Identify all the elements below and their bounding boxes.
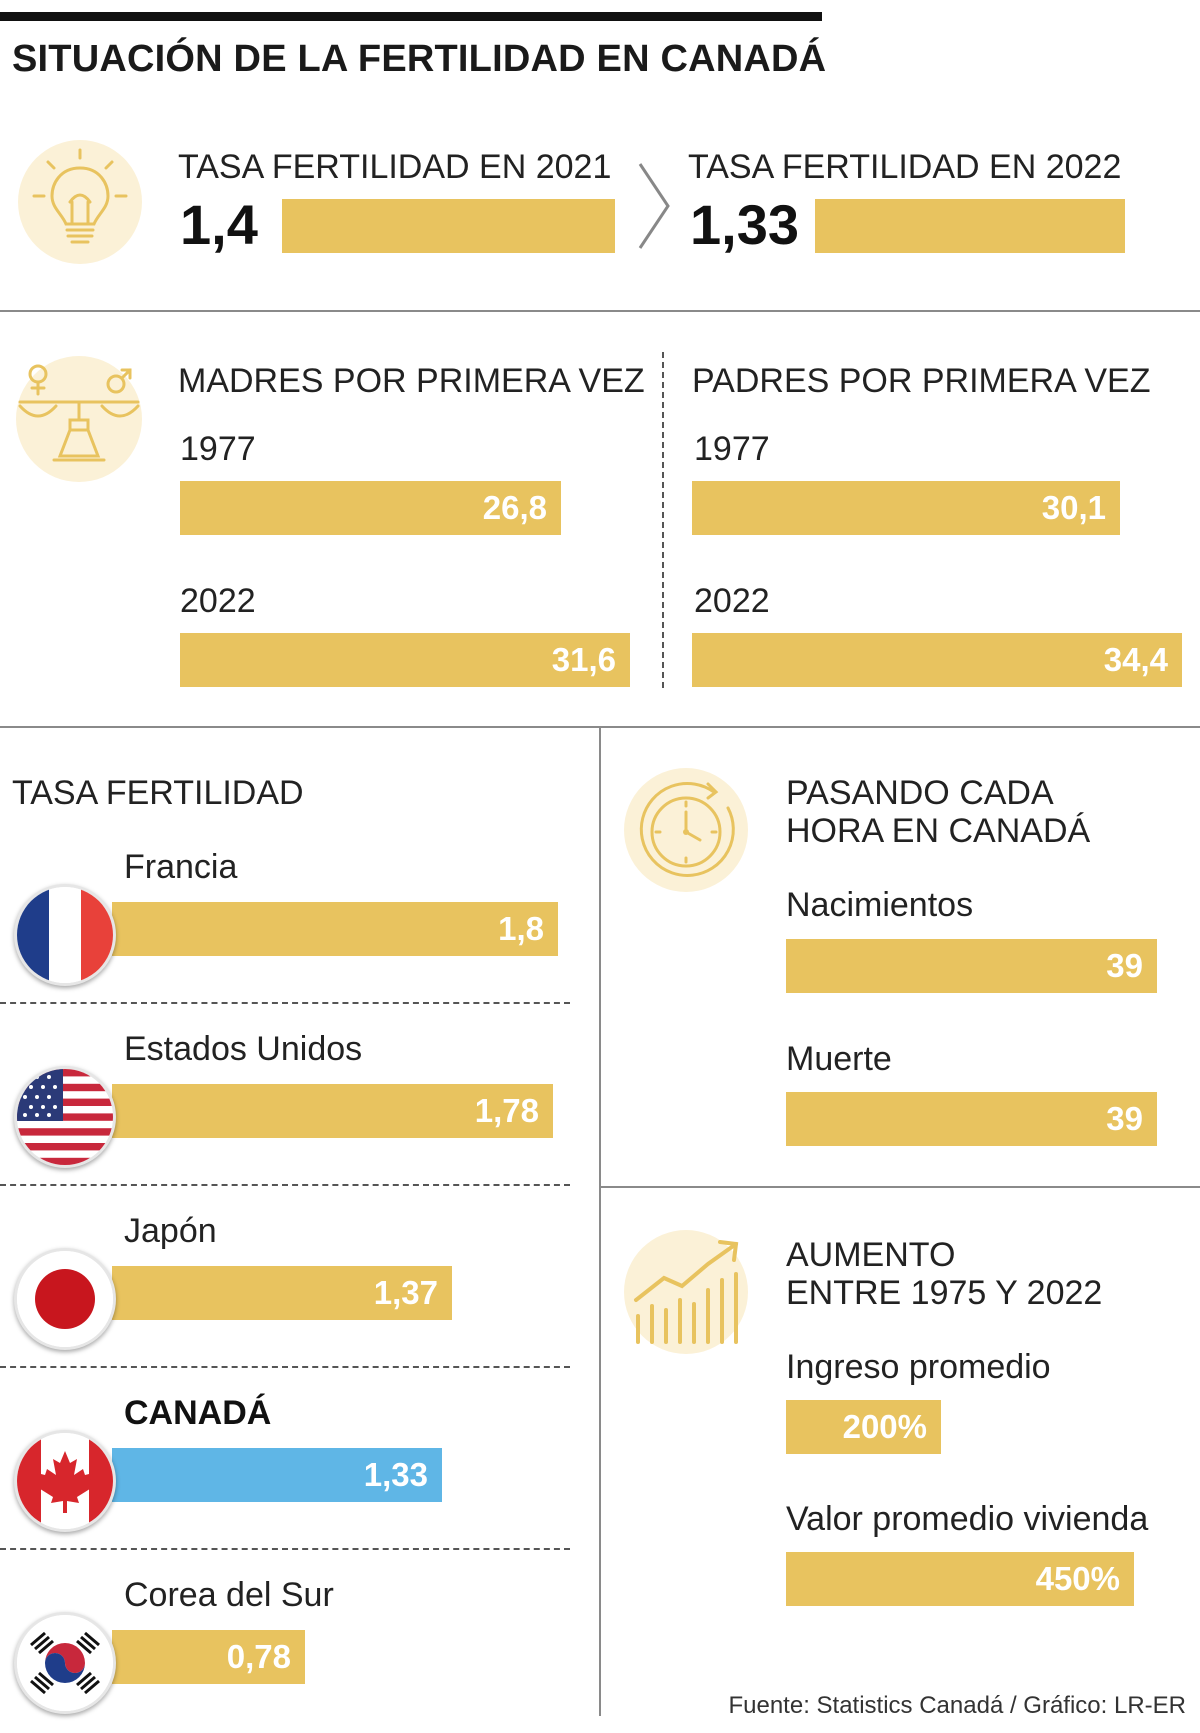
increase-title-line1: AUMENTO [786, 1236, 956, 1274]
title-rule [0, 12, 822, 21]
country-bar-estados-unidos: 1,78 [112, 1084, 553, 1138]
country-label-corea-del-sur: Corea del Sur [124, 1576, 334, 1614]
rate-2021-value: 1,4 [180, 193, 258, 256]
mothers-title: MADRES POR PRIMERA VEZ [178, 362, 645, 400]
clock-icon [624, 768, 748, 892]
rate-2022-bar [815, 199, 1125, 253]
row-divider [0, 1002, 570, 1004]
fathers-1977-bar: 30,1 [692, 481, 1120, 535]
country-title: TASA FERTILIDAD [12, 774, 304, 812]
column-divider [599, 726, 601, 1716]
fathers-title: PADRES POR PRIMERA VEZ [692, 362, 1151, 400]
increase-label-housing: Valor promedio vivienda [786, 1500, 1149, 1538]
fathers-2022-bar: 34,4 [692, 633, 1182, 687]
gender-scale-icon [16, 356, 142, 482]
rate-2021-label: TASA FERTILIDAD EN 2021 [178, 148, 612, 186]
country-label-estados-unidos: Estados Unidos [124, 1030, 363, 1068]
growth-chart-icon [624, 1230, 748, 1354]
hour-bar-births: 39 [786, 939, 1157, 993]
country-value-corea-del-sur: 0,78 [226, 1638, 291, 1675]
country-label-francia: Francia [124, 848, 238, 886]
hour-title-line1: PASANDO CADA [786, 774, 1054, 812]
country-label-canada: CANADÁ [124, 1394, 272, 1432]
country-value-canada: 1,33 [363, 1456, 428, 1493]
fathers-1977-label: 1977 [694, 430, 770, 468]
country-bar-francia: 1,8 [112, 902, 558, 956]
increase-bar-income: 200% [786, 1400, 941, 1454]
chevron-right-icon [638, 163, 670, 249]
hour-label-deaths: Muerte [786, 1040, 892, 1078]
fathers-2022-value: 34,4 [1103, 641, 1168, 678]
hour-title-line2: HORA EN CANADÁ [786, 812, 1091, 850]
japan-flag-icon [14, 1248, 116, 1350]
mothers-2022-label: 2022 [180, 582, 256, 620]
fathers-2022-label: 2022 [694, 582, 770, 620]
increase-bar-housing: 450% [786, 1552, 1134, 1606]
hour-value-deaths: 39 [1106, 1100, 1143, 1137]
country-bar-canada: 1,33 [112, 1448, 442, 1502]
mothers-2022-value: 31,6 [551, 641, 616, 678]
mothers-1977-value: 26,8 [482, 489, 547, 526]
lightbulb-icon [18, 140, 142, 264]
country-bar-corea-del-sur: 0,78 [112, 1630, 305, 1684]
rate-2022-label: TASA FERTILIDAD EN 2022 [688, 148, 1122, 186]
canada-flag-icon [14, 1430, 116, 1532]
hour-label-births: Nacimientos [786, 886, 974, 924]
country-bar-japon: 1,37 [112, 1266, 452, 1320]
increase-value-income: 200% [842, 1408, 927, 1445]
mothers-1977-label: 1977 [180, 430, 256, 468]
usa-flag-icon [14, 1066, 116, 1168]
row-divider [0, 1548, 570, 1550]
page-title: SITUACIÓN DE LA FERTILIDAD EN CANADÁ [12, 38, 827, 80]
country-value-francia: 1,8 [498, 910, 544, 947]
france-flag-icon [14, 884, 116, 986]
rate-2021-bar [282, 199, 615, 253]
mothers-2022-bar: 31,6 [180, 633, 630, 687]
fathers-1977-value: 30,1 [1041, 489, 1106, 526]
country-value-japon: 1,37 [373, 1274, 438, 1311]
source-note: Fuente: Statistics Canadá / Gráfico: LR-… [728, 1692, 1186, 1719]
country-label-japon: Japón [124, 1212, 217, 1250]
hour-bar-deaths: 39 [786, 1092, 1157, 1146]
rate-2022-value: 1,33 [690, 193, 799, 256]
increase-title-line2: ENTRE 1975 Y 2022 [786, 1274, 1103, 1312]
row-divider [0, 1366, 570, 1368]
divider [600, 1186, 1200, 1188]
country-value-estados-unidos: 1,78 [474, 1092, 539, 1129]
south-korea-flag-icon [14, 1612, 116, 1714]
row-divider [0, 1184, 570, 1186]
mothers-1977-bar: 26,8 [180, 481, 561, 535]
increase-label-income: Ingreso promedio [786, 1348, 1051, 1386]
hour-value-births: 39 [1106, 947, 1143, 984]
increase-value-housing: 450% [1035, 1560, 1120, 1597]
column-divider [662, 352, 664, 688]
divider [0, 310, 1200, 312]
